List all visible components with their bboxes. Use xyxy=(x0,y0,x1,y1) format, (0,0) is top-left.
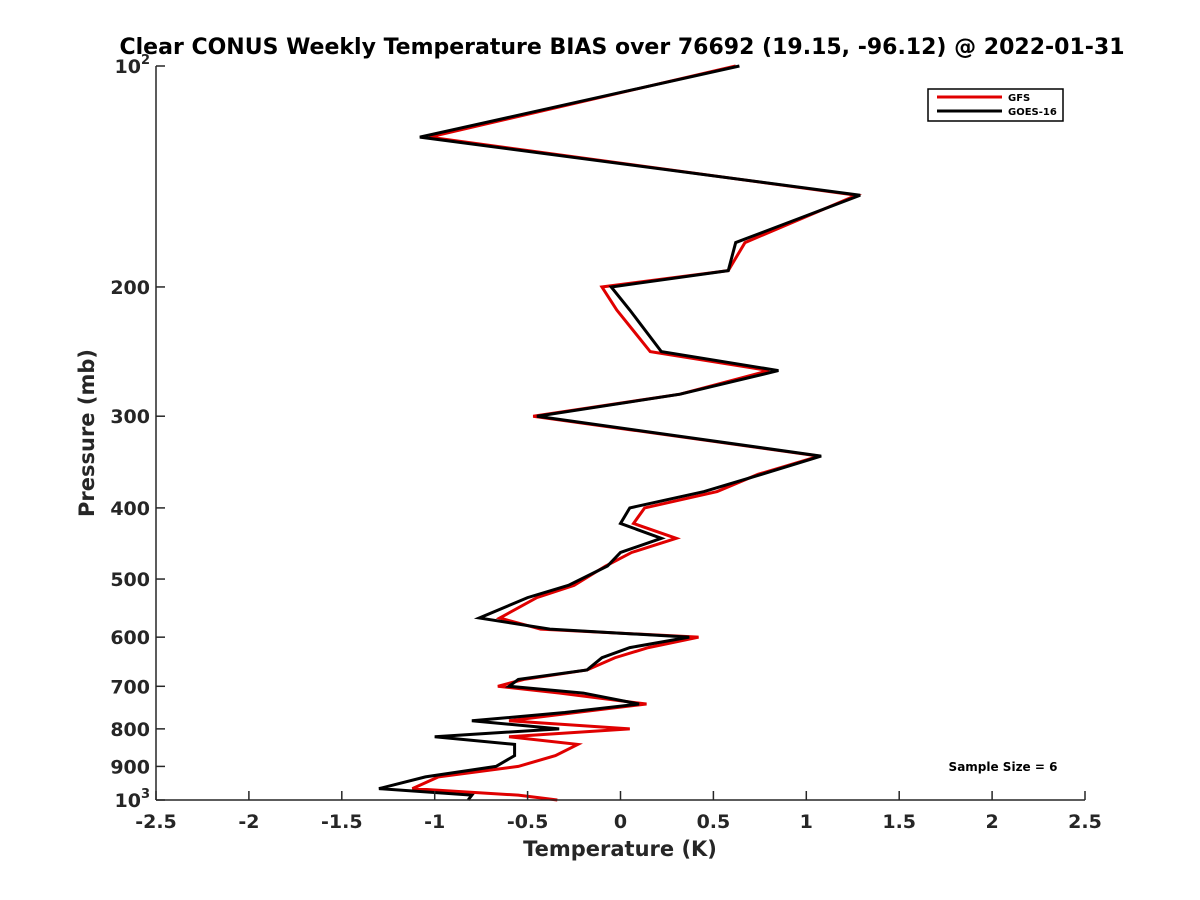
legend-label: GFS xyxy=(1008,93,1030,104)
y-tick-label: 102 xyxy=(115,53,151,78)
y-tick-label: 600 xyxy=(110,627,150,649)
chart-title: Clear CONUS Weekly Temperature BIAS over… xyxy=(119,35,1124,60)
x-tick-label: 1.5 xyxy=(882,811,916,833)
x-tick-label: -1 xyxy=(424,811,445,833)
x-tick-label: -1.5 xyxy=(321,811,363,833)
y-tick-label: 300 xyxy=(110,406,150,428)
legend-entries: GFS GOES-16 xyxy=(937,93,1057,118)
x-tick-label: 2 xyxy=(985,811,998,833)
y-ticks: 102 200 300 400 500 600 700 800 900 103 xyxy=(110,53,165,812)
y-axis-label: Pressure (mb) xyxy=(75,349,99,517)
x-axis-label: Temperature (K) xyxy=(523,837,717,861)
x-tick-label: 1 xyxy=(800,811,813,833)
x-tick-label: 0.5 xyxy=(697,811,731,833)
axes-layer xyxy=(155,66,1085,801)
y-tick-label: 800 xyxy=(110,719,150,741)
y-tick-label: 900 xyxy=(110,756,150,778)
legend: GFS GOES-16 xyxy=(927,88,1064,122)
legend-box xyxy=(927,88,1064,122)
x-ticks: -2.5 -2 -1.5 -1 -0.5 0 0.5 1 1.5 2 2.5 xyxy=(135,791,1102,833)
y-tick-label: 500 xyxy=(110,569,150,591)
legend-label: GOES-16 xyxy=(1008,107,1057,118)
series-line-goes-16 xyxy=(378,64,861,801)
y-tick-label: 103 xyxy=(115,787,151,812)
plot-area: -2.5 -2 -1.5 -1 -0.5 0 0.5 1 1.5 2 2.5 102 200 300 40… xyxy=(110,53,1102,833)
series-layer xyxy=(378,64,863,802)
y-tick-label: 700 xyxy=(110,676,150,698)
x-tick-label: 2.5 xyxy=(1068,811,1102,833)
series-line-gfs xyxy=(411,64,863,802)
x-tick-label: -0.5 xyxy=(507,811,549,833)
y-tick-label: 400 xyxy=(110,498,150,520)
x-tick-label: -2 xyxy=(238,811,259,833)
y-tick-label: 200 xyxy=(110,277,150,299)
x-tick-label: -2.5 xyxy=(135,811,177,833)
sample-size-annotation: Sample Size = 6 xyxy=(949,760,1058,774)
x-tick-label: 0 xyxy=(614,811,627,833)
